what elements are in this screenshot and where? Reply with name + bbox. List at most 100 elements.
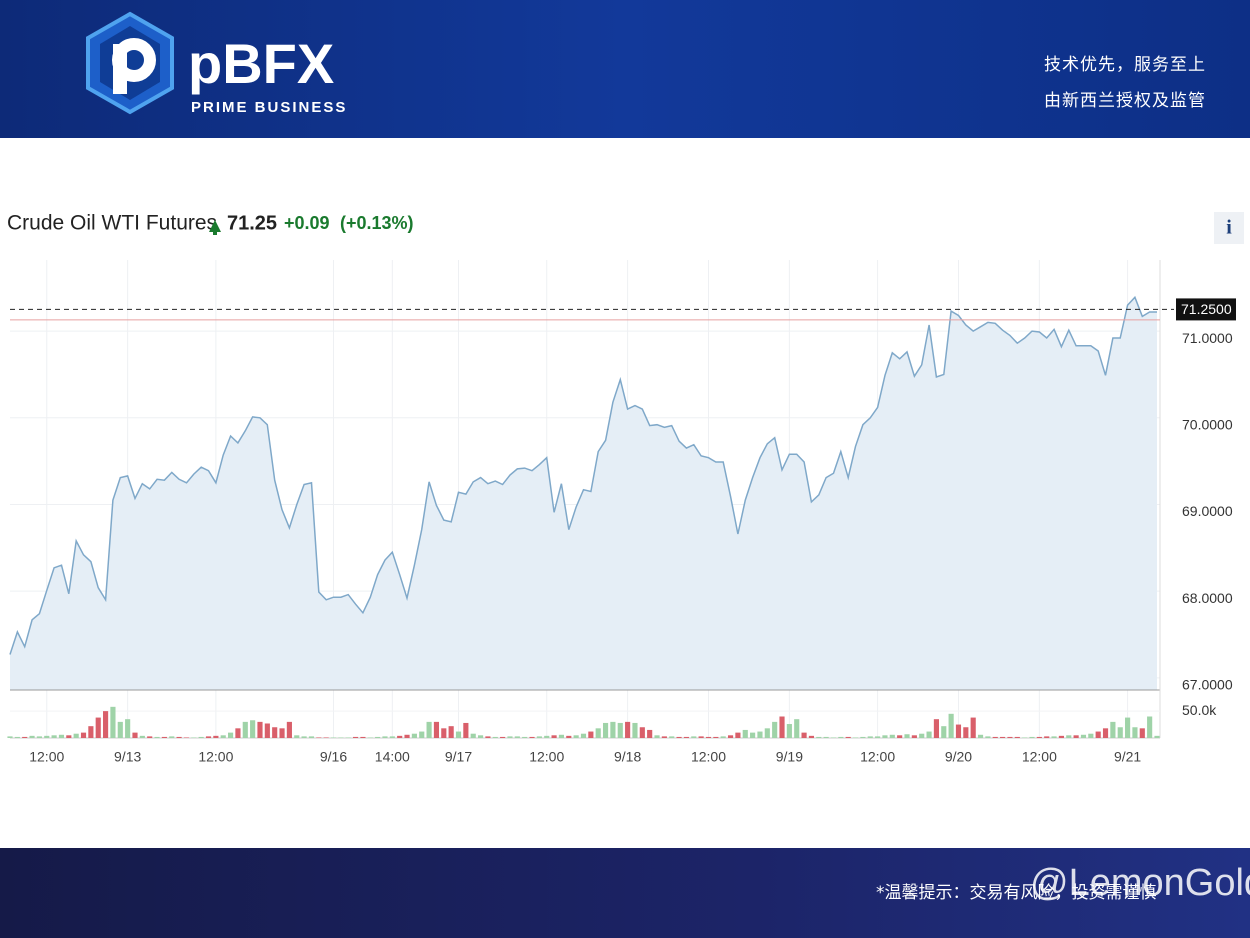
volume-bar	[29, 735, 35, 738]
volume-bar	[610, 721, 616, 738]
volume-bar	[897, 735, 903, 738]
volume-bar	[198, 736, 204, 738]
footer: *温馨提示：交易有风险，投资需谨慎 @LemonGold	[0, 848, 1250, 938]
info-button[interactable]	[1214, 212, 1244, 244]
volume-bar	[147, 736, 153, 738]
volume-bar	[625, 721, 631, 738]
volume-bar	[382, 736, 388, 738]
y-tick-label: 67.0000	[1182, 677, 1233, 693]
x-tick-label: 9/18	[614, 749, 641, 765]
up-arrow	[209, 220, 221, 232]
volume-bar	[1044, 736, 1050, 738]
volume-bar	[279, 728, 285, 738]
volume-bar	[911, 735, 917, 738]
volume-bar	[566, 735, 572, 738]
volume-bar	[22, 736, 28, 738]
volume-bar	[661, 736, 667, 738]
chart-title: Crude Oil WTI Futures	[7, 212, 217, 235]
volume-bar	[419, 731, 425, 738]
volume-bar	[88, 726, 94, 738]
watermark: @LemonGold	[1030, 862, 1250, 904]
volume-bar	[44, 735, 50, 738]
volume-bar	[51, 735, 57, 738]
volume-bar	[426, 721, 432, 738]
volume-bar	[654, 735, 660, 738]
volume-bar	[169, 736, 175, 738]
volume-bar	[191, 737, 197, 738]
x-tick-label: 12:00	[860, 749, 895, 765]
volume-bar	[941, 726, 947, 738]
volume-bar	[536, 736, 542, 738]
y-tick-label: 70.0000	[1182, 416, 1233, 432]
x-tick-label: 9/21	[1114, 749, 1141, 765]
volume-bar	[808, 735, 815, 738]
logo-p-bowl	[112, 38, 156, 82]
volume-bar	[470, 733, 476, 738]
volume-bar	[500, 736, 506, 738]
volume-bar	[889, 734, 895, 738]
volume-bar	[1000, 736, 1006, 738]
volume-bar	[816, 736, 822, 738]
volume-bar	[632, 722, 638, 738]
volume-bar	[1058, 735, 1064, 738]
volume-bar	[1095, 731, 1101, 738]
price: 71.25	[227, 212, 277, 234]
volume-bar	[514, 736, 520, 738]
volume-bar	[919, 733, 925, 738]
volume-bar	[1022, 737, 1028, 738]
volume-bar	[110, 706, 116, 738]
volume-bar	[117, 721, 123, 738]
volume-bar	[154, 736, 160, 738]
volume-bar	[338, 737, 344, 738]
volume-bar	[882, 735, 888, 738]
volume-bar	[1066, 735, 1072, 738]
volume-bar	[1029, 736, 1035, 738]
volume-bar	[948, 713, 954, 738]
volume-bar	[992, 736, 998, 738]
volume-bar	[955, 724, 962, 738]
volume-bar	[867, 736, 873, 738]
volume-bar	[14, 736, 20, 738]
logo: pBFX PRIME BUSINESS	[86, 11, 345, 116]
volume-bar	[485, 736, 491, 738]
volume-bar	[1102, 728, 1109, 738]
volume-bar	[573, 735, 579, 738]
volume-bar	[720, 736, 726, 738]
volume-bar	[463, 722, 469, 738]
brand: pBFX	[188, 32, 334, 95]
volume-bar	[698, 736, 704, 738]
volume-bar	[742, 729, 748, 738]
volume-bar	[705, 736, 712, 738]
volume-bar	[1073, 735, 1079, 738]
volume-bar	[404, 734, 410, 738]
volume-bar	[522, 736, 528, 738]
volume-bar	[683, 736, 690, 738]
volume-bar	[669, 736, 675, 738]
info-icon[interactable]: i	[1226, 217, 1232, 239]
volume-bar	[838, 736, 844, 738]
volume-bar	[926, 731, 932, 738]
y-tick-label: 69.0000	[1182, 503, 1233, 519]
volume-bar	[220, 735, 226, 738]
volume-bar	[139, 735, 145, 738]
volume-bar	[1125, 717, 1131, 738]
volume-bar	[1007, 736, 1013, 738]
volume-bar	[595, 728, 601, 738]
x-tick-label: 9/19	[776, 749, 803, 765]
volume-bar	[727, 735, 734, 738]
volume-bar	[95, 717, 101, 738]
x-tick-label: 9/20	[945, 749, 972, 765]
x-tick-label: 9/17	[445, 749, 472, 765]
volume-bar	[757, 731, 763, 738]
volume-bar	[779, 716, 785, 738]
volume-bar	[455, 731, 462, 738]
x-tick-label: 9/13	[114, 749, 141, 765]
volume-bar	[360, 736, 366, 738]
volume-bar	[213, 735, 219, 738]
volume-bar	[66, 735, 72, 738]
volume-bar	[963, 727, 969, 738]
volume-bar	[272, 727, 278, 738]
last-price-label: 71.2500	[1181, 301, 1232, 317]
y2-tick-label: 50.0k	[1182, 702, 1217, 718]
